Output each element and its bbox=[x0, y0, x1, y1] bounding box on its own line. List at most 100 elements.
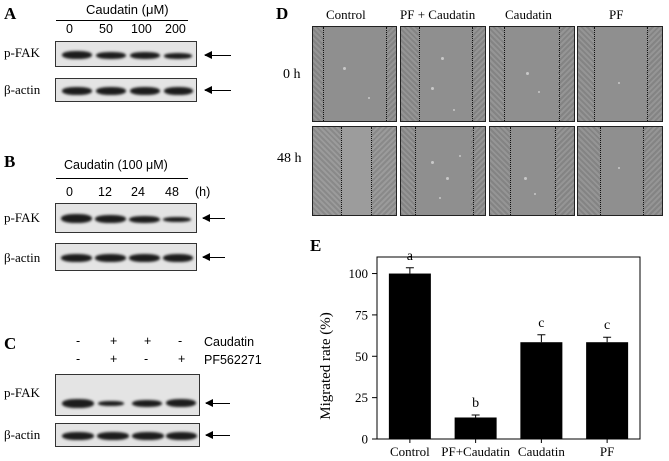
blot-band bbox=[95, 215, 126, 223]
bar bbox=[454, 417, 497, 439]
panel-c-pf-sign-2: + bbox=[110, 352, 118, 366]
blot-band bbox=[98, 401, 124, 406]
plot-frame bbox=[376, 256, 641, 440]
panel-b-time-12: 12 bbox=[98, 185, 112, 199]
panel-c-caudatin-sign-4: - bbox=[178, 334, 183, 348]
panel-b-pfak-blot bbox=[55, 203, 197, 233]
panel-d-letter: D bbox=[276, 4, 289, 23]
blot-band bbox=[62, 432, 94, 440]
panel-a-pfak-arrow bbox=[204, 51, 231, 59]
blot-band bbox=[164, 87, 193, 95]
panel-b-treatment-label: Caudatin (100 μM) bbox=[64, 158, 168, 172]
blot-band bbox=[95, 254, 126, 262]
panel-d-col-pf-caudatin: PF + Caudatin bbox=[400, 7, 476, 22]
panel-c-pf-sign-3: - bbox=[144, 352, 149, 366]
significance-label: a bbox=[407, 249, 414, 264]
panel-b-actin-blot bbox=[55, 243, 197, 271]
panel-d-col-pf: PF bbox=[609, 7, 624, 22]
y-tick-label: 25 bbox=[355, 390, 368, 405]
panel-a-actin-blot bbox=[55, 78, 197, 102]
panel-c-row-pfak: p-FAK bbox=[4, 385, 40, 400]
y-tick-label: 50 bbox=[355, 349, 368, 364]
migration-image-pf-48h bbox=[577, 126, 663, 216]
blot-band bbox=[129, 254, 160, 262]
panel-c-caudatin-sign-1: - bbox=[76, 334, 81, 348]
blot-band bbox=[130, 52, 160, 59]
panel-d-row-48h: 48 h bbox=[277, 151, 302, 166]
x-tick-label: Caudatin bbox=[518, 444, 565, 459]
panel-c-actin-arrow bbox=[205, 431, 230, 439]
panel-b-pfak-arrow bbox=[202, 214, 225, 222]
panel-b-row-pfak: p-FAK bbox=[4, 210, 40, 225]
panel-a-dose-0: 0 bbox=[66, 22, 73, 36]
blot-band bbox=[166, 432, 197, 440]
significance-label: b bbox=[472, 396, 479, 411]
panel-b-letter: B bbox=[4, 152, 16, 171]
y-tick-label: 75 bbox=[355, 307, 368, 322]
chart-marks: a b c c bbox=[388, 249, 629, 439]
panel-a-row-actin: β-actin bbox=[4, 82, 41, 97]
panel-a-dose-50: 50 bbox=[99, 22, 113, 36]
panel-c-pfak-blot bbox=[55, 374, 200, 416]
panel-d-col-caudatin: Caudatin bbox=[505, 7, 552, 22]
blot-band bbox=[132, 400, 162, 407]
x-tick-label: Control bbox=[390, 444, 430, 459]
blot-band bbox=[62, 51, 92, 59]
blot-band bbox=[96, 52, 126, 59]
migration-image-control-48h bbox=[312, 126, 397, 216]
blot-band bbox=[62, 87, 92, 95]
x-tick-label: PF+Caudatin bbox=[441, 444, 510, 459]
panel-a-dose-200: 200 bbox=[165, 22, 186, 36]
y-axis-label: Migrated rate (%) bbox=[318, 312, 334, 419]
panel-c-pfak-arrow bbox=[205, 399, 230, 407]
panel-c-row-actin: β-actin bbox=[4, 427, 41, 442]
panel-c-pf-sign-4: + bbox=[178, 352, 186, 366]
panel-b-actin-arrow bbox=[202, 253, 225, 261]
panel-a-dose-100: 100 bbox=[131, 22, 152, 36]
panel-a-row-pfak: p-FAK bbox=[4, 45, 40, 60]
panel-a-pfak-blot bbox=[55, 41, 197, 67]
panel-c-pf-label: PF562271 bbox=[204, 353, 262, 367]
blot-band bbox=[130, 87, 160, 95]
panel-c-caudatin-label: Caudatin bbox=[204, 335, 255, 349]
migration-image-pf-0h bbox=[577, 26, 663, 122]
panel-c-actin-blot bbox=[55, 423, 200, 447]
migrated-rate-bar-chart: 0 25 50 75 100 Control PF+Caudatin Caudatin PF a… bbox=[318, 249, 641, 459]
chart-axes: 0 25 50 75 100 Control PF+Caudatin Caudatin PF bbox=[349, 256, 641, 459]
blot-band bbox=[164, 53, 192, 59]
bar bbox=[586, 342, 629, 439]
migration-image-pf-caudatin-0h bbox=[400, 26, 486, 122]
panel-c-letter: C bbox=[4, 334, 17, 353]
y-tick-label: 0 bbox=[362, 432, 369, 447]
panel-b-time-24: 24 bbox=[131, 185, 145, 199]
blot-band bbox=[96, 87, 126, 95]
blot-band bbox=[163, 254, 193, 262]
panel-b-row-actin: β-actin bbox=[4, 250, 41, 265]
bar bbox=[520, 342, 563, 439]
blot-band bbox=[166, 399, 196, 407]
blot-band bbox=[97, 432, 129, 440]
blot-band bbox=[61, 254, 92, 262]
panel-b-treatment-underline bbox=[56, 178, 188, 179]
blot-band bbox=[61, 214, 92, 223]
blot-band bbox=[132, 432, 164, 440]
panel-b-time-unit: (h) bbox=[195, 185, 211, 199]
migration-image-caudatin-0h bbox=[489, 26, 575, 122]
bar bbox=[388, 273, 431, 439]
panel-c-caudatin-sign-2: + bbox=[110, 334, 118, 348]
panel-d-col-control: Control bbox=[326, 7, 366, 22]
panel-a-treatment-label: Caudatin (μM) bbox=[86, 2, 169, 17]
significance-label: c bbox=[604, 318, 610, 333]
migration-image-control-0h bbox=[312, 26, 397, 122]
panel-b-time-48: 48 bbox=[165, 185, 179, 199]
panel-d-row-0h: 0 h bbox=[283, 67, 301, 82]
panel-b-time-0: 0 bbox=[66, 185, 73, 199]
blot-band bbox=[163, 217, 191, 222]
panel-a-treatment-underline bbox=[56, 20, 188, 21]
panel-c-caudatin-sign-3: + bbox=[144, 334, 152, 348]
panel-a-actin-arrow bbox=[204, 86, 231, 94]
panel-a-letter: A bbox=[4, 4, 17, 23]
migration-image-caudatin-48h bbox=[489, 126, 575, 216]
blot-band bbox=[129, 216, 160, 223]
migration-image-pf-caudatin-48h bbox=[400, 126, 486, 216]
